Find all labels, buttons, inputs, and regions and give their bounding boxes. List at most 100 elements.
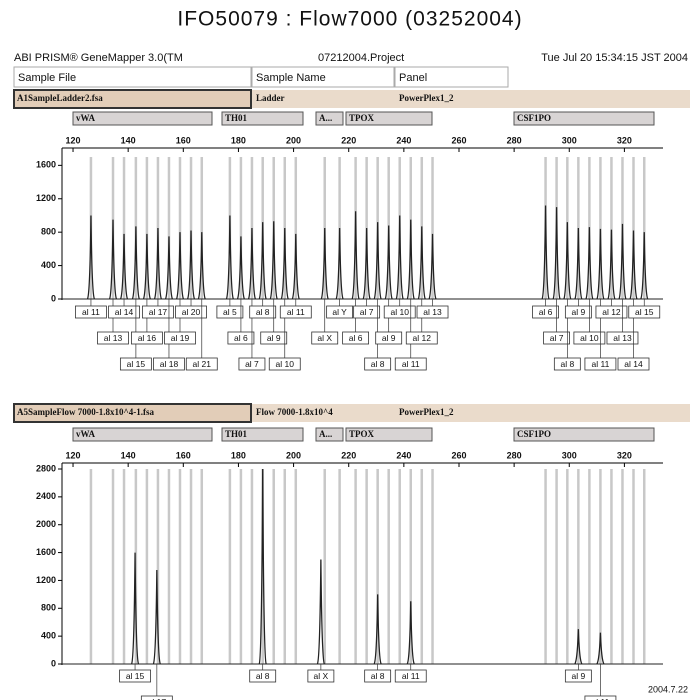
allele-label: al 11 — [402, 671, 420, 681]
allele-label: al 17 — [149, 307, 168, 317]
allele-label: al 19 — [171, 333, 190, 343]
allele-box — [584, 357, 617, 371]
allele-box — [628, 305, 661, 319]
allele-box — [364, 669, 392, 683]
x-tick-label: 140 — [121, 450, 136, 460]
marker-bar — [221, 111, 304, 126]
allele-label: al 12 — [602, 307, 621, 317]
marker-label: A... — [319, 429, 332, 439]
allele-label: al 7 — [245, 359, 259, 369]
peak — [351, 211, 360, 300]
allele-label: al 6 — [234, 333, 248, 343]
marker-label: vWA — [76, 429, 96, 439]
allele-label: al 10 — [580, 333, 599, 343]
allele-box — [249, 669, 277, 683]
allele-label: al 12 — [413, 333, 432, 343]
allele-box — [119, 357, 152, 371]
peak — [428, 233, 437, 300]
allele-box — [532, 305, 559, 319]
peak — [395, 215, 404, 300]
allele-label: al 7 — [550, 333, 564, 343]
x-tick-label: 260 — [451, 450, 466, 460]
peak — [152, 569, 161, 665]
allele-label: al 9 — [572, 307, 586, 317]
allele-label: al 8 — [560, 359, 574, 369]
allele-label: al 5 — [223, 307, 237, 317]
allele-label: al 11 — [82, 307, 100, 317]
allele-box — [140, 695, 173, 700]
allele-label: al 9 — [572, 671, 586, 681]
panel-name: PowerPlex1_2 — [399, 407, 454, 417]
allele-box — [383, 305, 416, 319]
peak — [563, 222, 572, 300]
peak — [131, 226, 140, 300]
allele-box — [606, 331, 639, 345]
x-tick-label: 200 — [286, 450, 301, 460]
allele-box — [119, 669, 151, 683]
allele-label: al X — [314, 671, 329, 681]
allele-box — [573, 331, 606, 345]
y-tick-label: 2000 — [36, 519, 56, 529]
y-tick-label: 0 — [51, 293, 56, 303]
marker-label: TH01 — [225, 429, 248, 439]
column-cell — [251, 66, 395, 88]
peak — [316, 559, 325, 665]
y-tick-label: 1200 — [36, 575, 56, 585]
allele-box — [131, 331, 163, 345]
peak — [373, 222, 382, 300]
marker-bar — [315, 111, 344, 126]
allele-box — [394, 669, 427, 683]
allele-label: al 18 — [160, 359, 179, 369]
allele-label: al 13 — [104, 333, 123, 343]
allele-box — [238, 357, 266, 371]
allele-label: al 16 — [138, 333, 157, 343]
peak — [164, 236, 174, 300]
peak — [197, 232, 206, 300]
marker-label: CSF1PO — [517, 113, 551, 123]
peak — [552, 207, 561, 300]
column-header: Sample File — [18, 72, 76, 84]
y-tick-label: 1600 — [36, 160, 56, 170]
allele-box — [326, 305, 354, 319]
project: 07212004.Project — [318, 52, 404, 64]
x-tick-label: 120 — [66, 135, 81, 145]
peak — [247, 227, 257, 300]
allele-box — [553, 357, 581, 371]
x-tick-label: 220 — [341, 135, 356, 145]
peak — [417, 226, 426, 300]
footer-date: 2004.7.22 — [648, 684, 688, 694]
marker-label: A... — [319, 113, 332, 123]
allele-label: al 8 — [256, 307, 270, 317]
peak — [119, 233, 129, 300]
marker-label: TPOX — [349, 429, 375, 439]
y-tick-label: 2400 — [36, 491, 56, 501]
allele-label: al 21 — [193, 359, 212, 369]
allele-label: al 8 — [371, 359, 385, 369]
marker-bar — [345, 111, 433, 126]
peak — [384, 225, 393, 300]
x-tick-label: 260 — [451, 135, 466, 145]
marker-bar — [72, 427, 213, 442]
allele-label: al 15 — [635, 307, 654, 317]
peak — [258, 222, 267, 300]
allele-label: al 10 — [390, 307, 409, 317]
x-tick-label: 160 — [176, 135, 191, 145]
peak — [406, 219, 415, 300]
x-tick-label: 320 — [617, 135, 632, 145]
x-tick-label: 220 — [341, 450, 356, 460]
allele-label: al 10 — [276, 359, 295, 369]
y-tick-label: 2800 — [36, 463, 56, 473]
allele-box — [364, 357, 392, 371]
allele-label: al 17 — [148, 697, 167, 700]
x-tick-label: 320 — [617, 450, 632, 460]
allele-label: al 11 — [287, 307, 305, 317]
x-tick-label: 300 — [562, 450, 577, 460]
allele-box — [416, 305, 449, 319]
peak — [596, 228, 605, 300]
allele-box — [227, 331, 255, 345]
peak — [236, 236, 246, 300]
allele-label: al 15 — [126, 671, 145, 681]
peak — [541, 205, 550, 300]
peak — [574, 629, 583, 665]
